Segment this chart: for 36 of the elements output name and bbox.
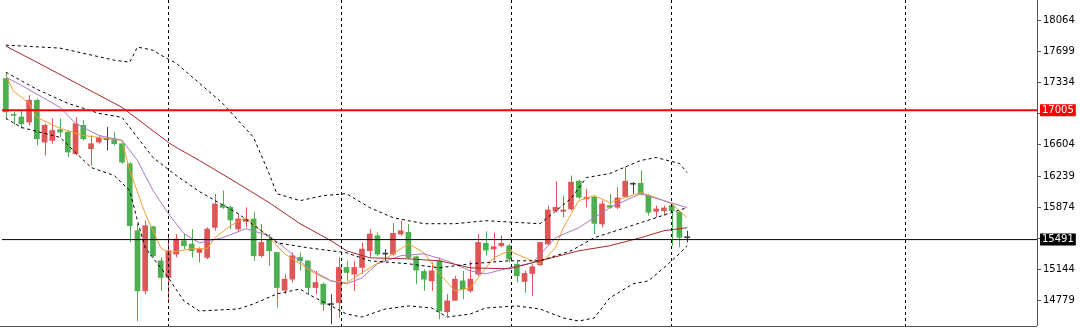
candlestick: [452, 275, 458, 302]
y-tick-label: 14779: [1043, 294, 1075, 306]
y-tick-label: 15874: [1043, 201, 1075, 213]
candlestick: [49, 118, 56, 145]
ref-line-label: 17005: [1042, 103, 1074, 115]
candlestick: [157, 256, 164, 292]
candlestick: [351, 260, 358, 292]
candlestick: [529, 263, 536, 297]
candlestick: [575, 179, 582, 200]
candlestick: [428, 261, 435, 292]
y-tick-label: 18064: [1043, 14, 1075, 26]
y-tick-label: 17699: [1043, 45, 1075, 57]
candlestick: [88, 134, 94, 167]
candlestick: [57, 118, 63, 138]
candlestick: [343, 260, 350, 282]
candlestick: [366, 228, 373, 258]
y-tick-label: 16239: [1043, 170, 1075, 182]
candlestick: [483, 230, 489, 257]
candlestick: [266, 233, 272, 267]
y-tick-label: 16604: [1043, 138, 1075, 150]
candlestick: [312, 270, 319, 295]
candlestick: [281, 273, 288, 295]
candlestick: [359, 241, 365, 275]
candlestick: [444, 293, 450, 317]
y-tick-label: 15144: [1043, 263, 1075, 275]
candlestick: [390, 222, 396, 257]
y-tick-label: 17334: [1043, 76, 1075, 88]
ref-line-label: 15491: [1042, 233, 1074, 245]
candlestick: [599, 200, 605, 228]
candlestick: [622, 165, 629, 198]
candlestick: [521, 270, 528, 294]
candlestick: [320, 282, 327, 312]
candlestick: [421, 268, 427, 292]
candlestick: [328, 293, 334, 325]
candlestick: [64, 129, 71, 158]
candlestick: [560, 195, 567, 218]
